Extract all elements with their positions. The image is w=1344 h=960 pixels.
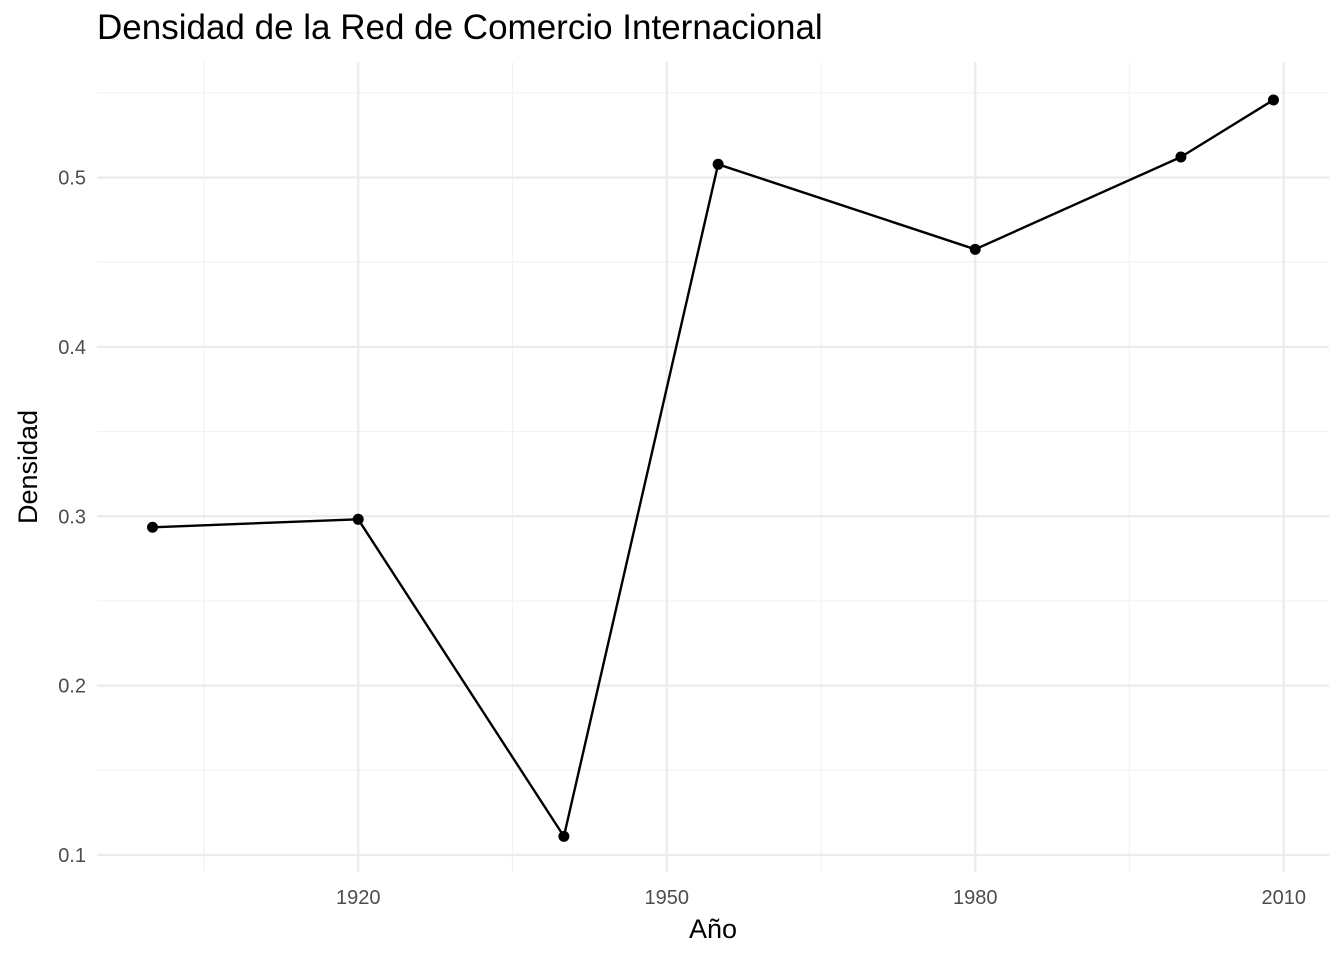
data-point bbox=[147, 521, 159, 533]
major-gridlines bbox=[97, 62, 1329, 872]
x-tick-label: 2010 bbox=[1262, 887, 1307, 909]
data-point bbox=[969, 243, 981, 255]
y-tick-label: 0.5 bbox=[58, 168, 86, 190]
data-point bbox=[352, 513, 364, 525]
data-point bbox=[1267, 94, 1279, 106]
y-axis-title: Densidad bbox=[13, 410, 43, 524]
x-tick-label: 1980 bbox=[953, 887, 998, 909]
data-point bbox=[558, 830, 570, 842]
data-point bbox=[712, 158, 724, 170]
x-tick-label: 1950 bbox=[644, 887, 689, 909]
y-tick-label: 0.3 bbox=[58, 506, 86, 528]
series-layer bbox=[152, 98, 1275, 838]
x-tick-labels: 1920 1950 1980 2010 bbox=[336, 887, 1306, 909]
minor-gridlines bbox=[97, 62, 1329, 872]
data-point bbox=[1175, 151, 1187, 163]
x-tick-label: 1920 bbox=[336, 887, 381, 909]
points-layer bbox=[147, 94, 1279, 842]
chart-title: Densidad de la Red de Comercio Internaci… bbox=[97, 8, 823, 47]
series-line bbox=[152, 98, 1275, 838]
x-axis-title: Año bbox=[689, 914, 737, 944]
y-tick-label: 0.2 bbox=[58, 676, 86, 698]
y-tick-labels: 0.1 0.2 0.3 0.4 0.5 bbox=[58, 168, 86, 867]
y-tick-label: 0.4 bbox=[58, 337, 86, 359]
y-tick-label: 0.1 bbox=[58, 845, 86, 867]
